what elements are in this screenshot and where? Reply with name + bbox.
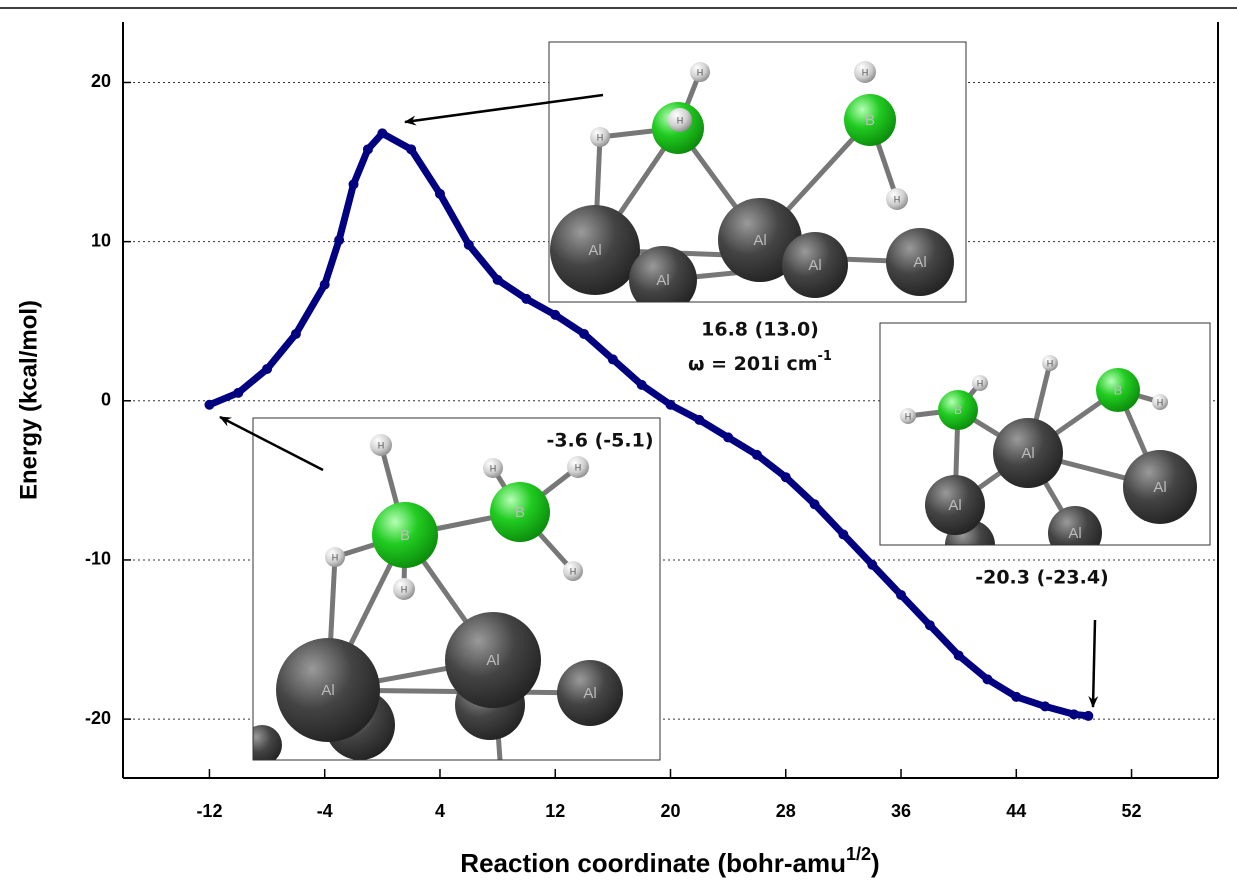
data-point — [838, 529, 848, 539]
annotation: -3.6 (-5.1) — [546, 430, 653, 452]
x-tick-label: 12 — [545, 801, 565, 821]
annotation-sup: -1 — [818, 349, 832, 364]
atom-sphere — [242, 725, 282, 765]
data-point — [781, 472, 791, 482]
atom-label: Al — [583, 685, 596, 702]
data-point — [363, 144, 373, 154]
data-point — [262, 364, 272, 374]
data-point — [435, 189, 445, 199]
atom-label: H — [894, 194, 901, 204]
atom-label: Al — [321, 682, 334, 699]
y-tick-label: -20 — [85, 708, 111, 728]
x-tick-label: 28 — [776, 801, 796, 821]
x-axis-label-sup: 1/2 — [846, 844, 871, 864]
insets: HHHBHHAlAlAlAlAlHHHBBHHHAlAlAlHHHHHBBAlA… — [242, 42, 1210, 765]
atom-label: H — [332, 552, 339, 562]
x-tick-label: 20 — [660, 801, 680, 821]
data-point — [867, 560, 877, 570]
atom-label: H — [862, 67, 869, 77]
atom-label: H — [490, 463, 497, 473]
annotation: -20.3 (-23.4) — [975, 567, 1109, 589]
atom-label: Al — [1068, 525, 1081, 542]
data-point — [204, 400, 214, 410]
atom-label: H — [575, 462, 582, 472]
x-axis-label: Reaction coordinate (bohr-amu1/2) — [460, 844, 879, 878]
y-tick-label: 0 — [101, 390, 111, 410]
atom-label: Al — [486, 652, 499, 669]
atom-label: B — [1114, 382, 1123, 397]
data-point — [349, 179, 359, 189]
x-tick-label: 44 — [1006, 801, 1026, 821]
atom-label: Al — [1153, 479, 1166, 496]
atom-label: B — [865, 112, 875, 129]
inset: H H H B H H Al Al Al Al Al — [549, 42, 966, 314]
y-tick-label: 10 — [91, 230, 111, 250]
annotation-text: ω = 201i cm — [688, 353, 818, 375]
atom-label: H — [977, 378, 984, 388]
data-point — [1011, 692, 1021, 702]
inset: HHHHHBBAlAlAlAl — [880, 323, 1210, 570]
x-axis-label-text: Reaction coordinate (bohr-amu — [460, 848, 846, 878]
data-point — [810, 499, 820, 509]
x-axis-label-end: ) — [871, 848, 880, 878]
data-point — [925, 620, 935, 630]
data-point — [464, 240, 474, 250]
annotation: ω = 201i cm-1 — [688, 349, 832, 375]
data-point — [334, 235, 344, 245]
atom-label: Al — [1021, 445, 1034, 462]
x-tick-label: 36 — [891, 801, 911, 821]
atom-label: Al — [808, 257, 821, 274]
atom-label: H — [697, 67, 704, 77]
data-point — [493, 275, 503, 285]
atom-label: H — [401, 584, 408, 594]
data-point — [1069, 709, 1079, 719]
data-point — [377, 128, 387, 138]
atom-label: B — [515, 504, 525, 521]
atom-label: Al — [656, 272, 669, 289]
atom-label: Al — [753, 232, 766, 249]
data-point — [521, 294, 531, 304]
data-point — [723, 432, 733, 442]
x-tick-label: 52 — [1122, 801, 1142, 821]
data-point — [752, 450, 762, 460]
atom-label: H — [905, 411, 912, 421]
data-point — [1040, 701, 1050, 711]
data-point — [637, 380, 647, 390]
atom-label: Al — [913, 254, 926, 271]
atom-label: H — [1047, 358, 1054, 368]
annotation: 16.8 (13.0) — [701, 319, 819, 341]
inset: H H H B B H H H Al Al Al — [242, 418, 660, 765]
data-point — [550, 310, 560, 320]
x-tick-label: -4 — [317, 801, 333, 821]
data-point — [694, 415, 704, 425]
chart: Energy (kcal/mol) Reaction coordinate (b… — [0, 0, 1237, 886]
y-tick-label: 20 — [91, 71, 111, 91]
atom-label: H — [378, 440, 385, 450]
atom-label: B — [400, 527, 410, 544]
y-axis-label: Energy (kcal/mol) — [15, 300, 42, 500]
data-point — [579, 329, 589, 339]
atom-label: H — [570, 566, 577, 576]
arrow — [1093, 620, 1095, 707]
atom-label: Al — [588, 242, 601, 259]
x-tick-label: 4 — [435, 801, 445, 821]
data-point — [320, 280, 330, 290]
data-point — [896, 590, 906, 600]
atom-label: Al — [948, 497, 961, 514]
y-tick-label: -10 — [85, 549, 111, 569]
atom-label: H — [1157, 397, 1164, 407]
data-point — [982, 674, 992, 684]
data-point — [406, 144, 416, 154]
atom-label: H — [677, 115, 684, 125]
data-point — [233, 388, 243, 398]
atom-label: B — [954, 403, 962, 417]
data-point — [1083, 711, 1093, 721]
data-point — [608, 354, 618, 364]
data-point — [291, 329, 301, 339]
x-tick-label: -12 — [196, 801, 222, 821]
atom-label: H — [597, 132, 604, 142]
data-point — [954, 650, 964, 660]
data-point — [666, 400, 676, 410]
